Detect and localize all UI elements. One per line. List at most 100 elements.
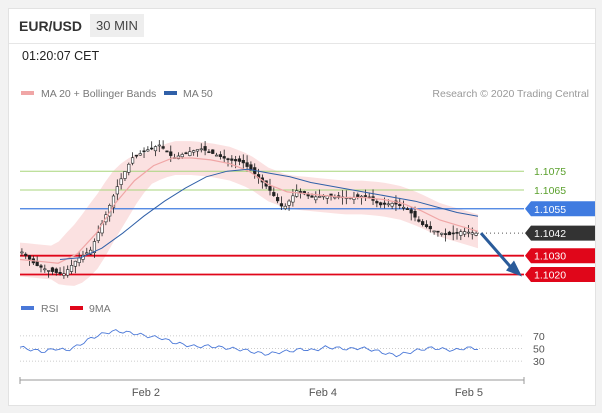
candle-body [279,203,284,207]
candle-body [428,225,432,230]
candle-body [230,158,234,161]
x-axis: Feb 2 Feb 4 Feb 5 [19,377,525,399]
candle-body [474,232,478,236]
candle-body [195,149,200,152]
candle-body [161,146,165,149]
price-label-last: 1.1042 [534,228,566,240]
candle-body [92,241,97,254]
candle-body [127,163,131,173]
candle-body [192,150,196,153]
bollinger-band [20,141,478,286]
candle-body [134,154,139,157]
candle-body [436,230,440,233]
candle-body [39,265,43,268]
candle-body [96,232,100,241]
candle-body [119,178,123,185]
candle-body [35,261,39,267]
candle-body [272,192,276,196]
candle-body [142,150,146,153]
price-label-resistance: 1.1075 [534,166,566,178]
candle-body [169,151,173,156]
candle-body [424,224,429,228]
candle-body [283,205,287,209]
candle-body [176,155,180,160]
candle-body [20,251,24,254]
candle-body [447,231,451,236]
candle-body [470,232,474,235]
candle-body [276,197,280,202]
candle-body [27,255,32,260]
candle-body [432,230,436,233]
candle-body [405,208,409,210]
candle-body [58,272,62,274]
price-tag-pivot [525,201,595,217]
x-tick-label: Feb 5 [455,387,483,399]
candle-body [115,186,119,195]
price-tag-support [525,248,595,264]
widget-header: EUR/USD 30 MIN [9,9,595,44]
timeframe-badge[interactable]: 30 MIN [90,14,144,37]
price-panel: 1.1075 1.1065 1.1055 1.1042 1.1030 1.1020 [19,140,595,286]
candle-body [157,144,161,147]
candle-body [363,195,368,197]
candle-body [165,150,169,153]
forecast-arrow-shaft [479,232,514,270]
candle-body [138,153,142,156]
price-tag-last [525,225,595,241]
candle-body [417,219,421,222]
candle-body [123,171,127,179]
candle-body [77,257,81,264]
candle-body [199,148,203,151]
candle-body [85,252,89,255]
rsi-ma-legend-label: 9MA [89,303,111,315]
candle-body [62,273,66,276]
candle-body [398,204,402,206]
clock-readout: 01:20:07 CET [22,49,100,63]
candle-body [214,154,219,157]
rsi-line [19,329,479,358]
ma50-legend-swatch [164,91,177,95]
candle-body [287,200,291,206]
candle-body [211,149,215,154]
candle-body [111,195,116,208]
x-tick-label: Feb 4 [309,387,337,399]
rsi-level-label: 30 [533,356,545,368]
candle-body [69,265,74,272]
candle-body [237,158,242,162]
candle-body [234,159,238,162]
ma20-line [19,157,479,264]
candle-body [291,195,295,203]
candle-body [50,267,55,272]
source-credit: Research © 2020 Trading Central [432,88,589,100]
rsi-legend-swatch [21,306,34,310]
candle-body [24,253,28,256]
ma50-line [59,168,479,260]
candle-body [73,260,77,267]
candle-body [222,156,226,159]
candle-body [386,203,390,206]
candle-body [66,269,70,276]
price-tag-support [525,266,595,282]
candle-body [440,232,444,235]
candle-body [413,210,417,218]
price-label-resistance: 1.1065 [534,185,566,197]
candle-body [43,268,47,271]
candle-body [451,232,455,235]
candle-body [47,270,51,272]
candle-body [184,152,188,155]
ma20-legend-label: MA 20 + Bollinger Bands [41,88,156,100]
candle-body [379,202,383,206]
price-label-support: 1.1030 [534,251,566,263]
candle-body [463,231,467,235]
candle-body [314,196,318,201]
candle-body [268,186,272,191]
candle-body [226,158,230,161]
candle-body [188,151,192,156]
candle-body [298,191,303,193]
candle-body [401,206,406,209]
rsi-ma-legend-swatch [70,306,83,310]
ma50-legend-label: MA 50 [183,88,213,100]
forecast-arrow-head [506,260,522,277]
